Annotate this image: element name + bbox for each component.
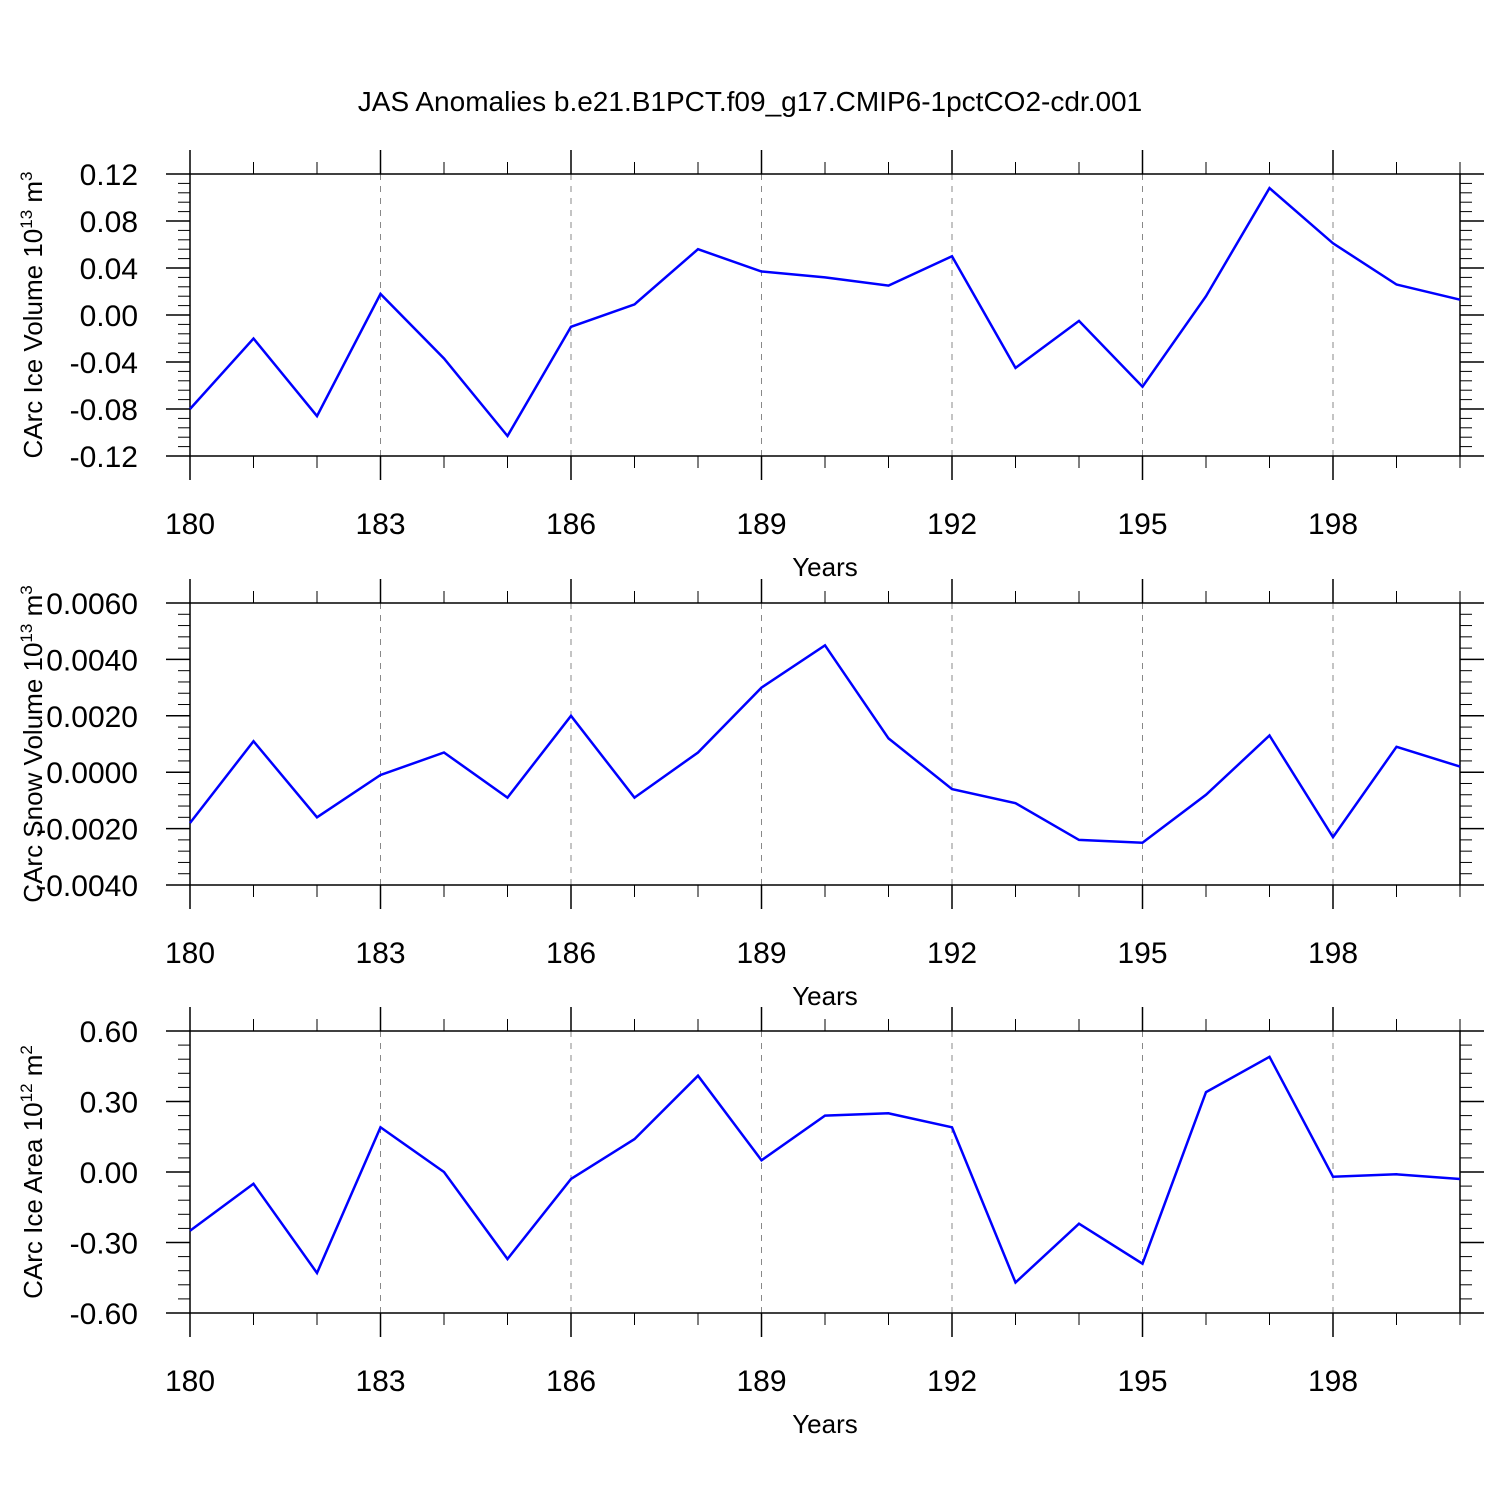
x-tick-label: 186 bbox=[546, 1365, 596, 1398]
x-tick-label: 183 bbox=[355, 1365, 405, 1398]
y-tick-label: -0.60 bbox=[70, 1298, 138, 1331]
y-tick-label: 0.08 bbox=[80, 206, 138, 239]
figure-title: JAS Anomalies b.e21.B1PCT.f09_g17.CMIP6-… bbox=[358, 86, 1142, 117]
x-axis-label: Years bbox=[792, 552, 858, 582]
x-tick-label: 195 bbox=[1117, 1365, 1167, 1398]
y-tick-label: 0.04 bbox=[80, 253, 138, 286]
x-tick-label: 183 bbox=[355, 508, 405, 541]
y-tick-label: 0.0000 bbox=[46, 757, 138, 790]
y-axis-label: CArc Ice Volume 1013 m3 bbox=[17, 171, 48, 458]
series-line bbox=[189, 1055, 1461, 1285]
panel-1: 180 183 186 189 192 195 198 -0.12 -0.08 -0.04 0.00… bbox=[17, 150, 1484, 582]
y-tick-label: 0.12 bbox=[80, 159, 138, 192]
x-tick-label: 192 bbox=[927, 508, 977, 541]
y-tick-label: 0.00 bbox=[80, 1157, 138, 1190]
y-tick-label: 0.0060 bbox=[46, 588, 138, 621]
x-tick-label: 189 bbox=[736, 508, 786, 541]
plot-frame bbox=[189, 1030, 1461, 1314]
y-tick-label: -0.0020 bbox=[36, 814, 138, 847]
x-tick-label: 195 bbox=[1117, 508, 1167, 541]
x-tick-label: 183 bbox=[355, 937, 405, 970]
y-axis-label: CArc Ice Area 1012 m2 bbox=[17, 1045, 48, 1299]
x-tick-label: 195 bbox=[1117, 937, 1167, 970]
panel-2: 180 183 186 189 192 195 198 -0.0040 -0.0020 0.000… bbox=[17, 579, 1484, 1011]
x-tick-label: 186 bbox=[546, 937, 596, 970]
y-tick-label: 0.00 bbox=[80, 300, 138, 333]
plot-frame bbox=[189, 173, 1461, 457]
x-tick-label: 180 bbox=[165, 508, 215, 541]
x-tick-label: 189 bbox=[736, 937, 786, 970]
x-tick-label: 192 bbox=[927, 1365, 977, 1398]
x-tick-label: 186 bbox=[546, 508, 596, 541]
y-tick-label: -0.04 bbox=[70, 347, 138, 380]
x-tick-label: 180 bbox=[165, 937, 215, 970]
y-tick-label: -0.0040 bbox=[36, 870, 138, 903]
panel-3: 180 183 186 189 192 195 198 -0.60 -0.30 0.00 0.30 0… bbox=[17, 1007, 1484, 1439]
y-tick-label: 0.0020 bbox=[46, 701, 138, 734]
y-tick-label: -0.12 bbox=[70, 441, 138, 474]
y-tick-label: -0.30 bbox=[70, 1228, 138, 1261]
y-tick-label: 0.30 bbox=[80, 1087, 138, 1120]
y-axis-label: CArc Snow Volume 1013 m3 bbox=[17, 585, 48, 902]
y-tick-label: 0.0040 bbox=[46, 644, 138, 677]
plot-frame bbox=[189, 602, 1461, 886]
x-axis-label: Years bbox=[792, 1409, 858, 1439]
x-axis-label: Years bbox=[792, 981, 858, 1011]
y-tick-label: -0.08 bbox=[70, 394, 138, 427]
series-line bbox=[189, 186, 1461, 439]
x-tick-label: 198 bbox=[1308, 508, 1358, 541]
x-tick-label: 192 bbox=[927, 937, 977, 970]
x-tick-label: 189 bbox=[736, 1365, 786, 1398]
y-tick-label: 0.60 bbox=[80, 1016, 138, 1049]
series-line bbox=[189, 643, 1461, 844]
x-tick-label: 180 bbox=[165, 1365, 215, 1398]
x-tick-label: 198 bbox=[1308, 1365, 1358, 1398]
x-tick-label: 198 bbox=[1308, 937, 1358, 970]
